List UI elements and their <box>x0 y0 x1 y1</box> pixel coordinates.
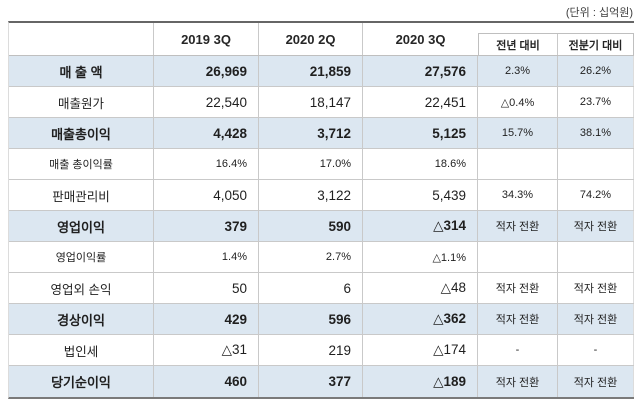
value-2020-3q: 27,576 <box>363 56 478 86</box>
table-row: 매출 총이익률 16.4% 17.0% 18.6% <box>9 149 634 180</box>
value-2020-2q: 2.7% <box>259 242 363 272</box>
value-yoy: 적자 전환 <box>478 304 558 334</box>
value-qoq: 적자 전환 <box>558 304 634 334</box>
table-header: 2019 3Q 2020 2Q 2020 3Q 전년 대비 전분기 대비 <box>9 23 634 56</box>
value-yoy <box>478 149 558 179</box>
header-2020-2q: 2020 2Q <box>259 23 363 55</box>
value-2019-3q: 379 <box>154 211 259 241</box>
header-qoq: 전분기 대비 <box>568 39 623 52</box>
table-body: 매 출 액 26,969 21,859 27,576 2.3% 26.2% 매출원가 22,5… <box>9 56 634 397</box>
row-label: 매출총이익 <box>9 118 154 148</box>
table-row: 판매관리비 4,050 3,122 5,439 34.3% 74.2% <box>9 180 634 211</box>
value-2019-3q: 26,969 <box>154 56 259 86</box>
value-2020-2q: 219 <box>259 335 363 365</box>
header-comparison-group: 전년 대비 전분기 대비 <box>478 33 634 55</box>
table-row: 매출총이익 4,428 3,712 5,125 15.7% 38.1% <box>9 118 634 149</box>
value-yoy: 적자 전환 <box>478 273 558 303</box>
value-2019-3q: 1.4% <box>154 242 259 272</box>
value-yoy: 적자 전환 <box>478 366 558 397</box>
row-label: 경상이익 <box>9 304 154 334</box>
table-row: 영업이익률 1.4% 2.7% △1.1% <box>9 242 634 273</box>
value-qoq: 적자 전환 <box>558 211 634 241</box>
value-2019-3q: 4,428 <box>154 118 259 148</box>
value-2020-3q: 18.6% <box>363 149 478 179</box>
value-yoy: 15.7% <box>478 118 558 148</box>
value-2020-3q: △48 <box>363 273 478 303</box>
value-2020-2q: 3,712 <box>259 118 363 148</box>
value-2020-3q: △174 <box>363 335 478 365</box>
value-qoq: 적자 전환 <box>558 366 634 397</box>
value-2020-2q: 590 <box>259 211 363 241</box>
row-label: 당기순이익 <box>9 366 154 397</box>
value-qoq: 74.2% <box>558 180 634 210</box>
value-2019-3q: △31 <box>154 335 259 365</box>
row-label: 영업외 손익 <box>9 273 154 303</box>
value-2020-2q: 377 <box>259 366 363 397</box>
value-yoy <box>478 242 558 272</box>
table-row: 영업외 손익 50 6 △48 적자 전환 적자 전환 <box>9 273 634 304</box>
table-row: 당기순이익 460 377 △189 적자 전환 적자 전환 <box>9 366 634 397</box>
value-2020-3q: 5,439 <box>363 180 478 210</box>
value-2020-3q: △189 <box>363 366 478 397</box>
value-2020-2q: 18,147 <box>259 87 363 117</box>
table-row: 매 출 액 26,969 21,859 27,576 2.3% 26.2% <box>9 56 634 87</box>
value-2019-3q: 22,540 <box>154 87 259 117</box>
row-label: 영업이익 <box>9 211 154 241</box>
value-2020-3q: 22,451 <box>363 87 478 117</box>
value-2020-2q: 596 <box>259 304 363 334</box>
value-qoq: 38.1% <box>558 118 634 148</box>
value-2019-3q: 16.4% <box>154 149 259 179</box>
value-2020-3q: △1.1% <box>363 242 478 272</box>
value-2019-3q: 4,050 <box>154 180 259 210</box>
value-yoy: 적자 전환 <box>478 211 558 241</box>
value-qoq: 23.7% <box>558 87 634 117</box>
value-2019-3q: 429 <box>154 304 259 334</box>
value-qoq <box>558 242 634 272</box>
table-row: 법인세 △31 219 △174- - <box>9 335 634 366</box>
header-2020-3q: 2020 3Q <box>395 31 446 47</box>
row-label: 매 출 액 <box>9 56 154 86</box>
row-label: 법인세 <box>9 335 154 365</box>
row-label: 매출 총이익률 <box>9 149 154 179</box>
value-2020-3q: △362 <box>363 304 478 334</box>
header-corner-cell <box>9 23 154 55</box>
table-row: 경상이익 429 596 △362 적자 전환 적자 전환 <box>9 304 634 335</box>
value-2019-3q: 460 <box>154 366 259 397</box>
table-row: 매출원가 22,540 18,147 22,451 △0.4% 23.7% <box>9 87 634 118</box>
value-yoy: 34.3% <box>478 180 558 210</box>
row-label: 매출원가 <box>9 87 154 117</box>
row-label: 판매관리비 <box>9 180 154 210</box>
value-2020-2q: 17.0% <box>259 149 363 179</box>
unit-label: (단위 : 십억원) <box>565 7 633 19</box>
value-2019-3q: 50 <box>154 273 259 303</box>
value-2020-2q: 6 <box>259 273 363 303</box>
header-2019-3q: 2019 3Q <box>154 23 259 55</box>
row-label: 영업이익률 <box>9 242 154 272</box>
quarterly-financial-table: 2019 3Q 2020 2Q 2020 3Q 전년 대비 전분기 대비 매 출… <box>8 21 634 399</box>
table-row: 영업이익 379 590 △314 적자 전환 적자 전환 <box>9 211 634 242</box>
value-yoy: - <box>478 335 558 365</box>
value-yoy: 2.3% <box>478 56 558 86</box>
value-2020-2q: 21,859 <box>259 56 363 86</box>
value-2020-2q: 3,122 <box>259 180 363 210</box>
value-qoq <box>558 149 634 179</box>
value-qoq: - <box>558 335 634 365</box>
value-2020-3q: 5,125 <box>363 118 478 148</box>
value-qoq: 적자 전환 <box>558 273 634 303</box>
value-yoy: △0.4% <box>478 87 558 117</box>
value-2020-3q: △314 <box>363 211 478 241</box>
header-yoy: 전년 대비 <box>479 34 558 55</box>
value-qoq: 26.2% <box>558 56 634 86</box>
